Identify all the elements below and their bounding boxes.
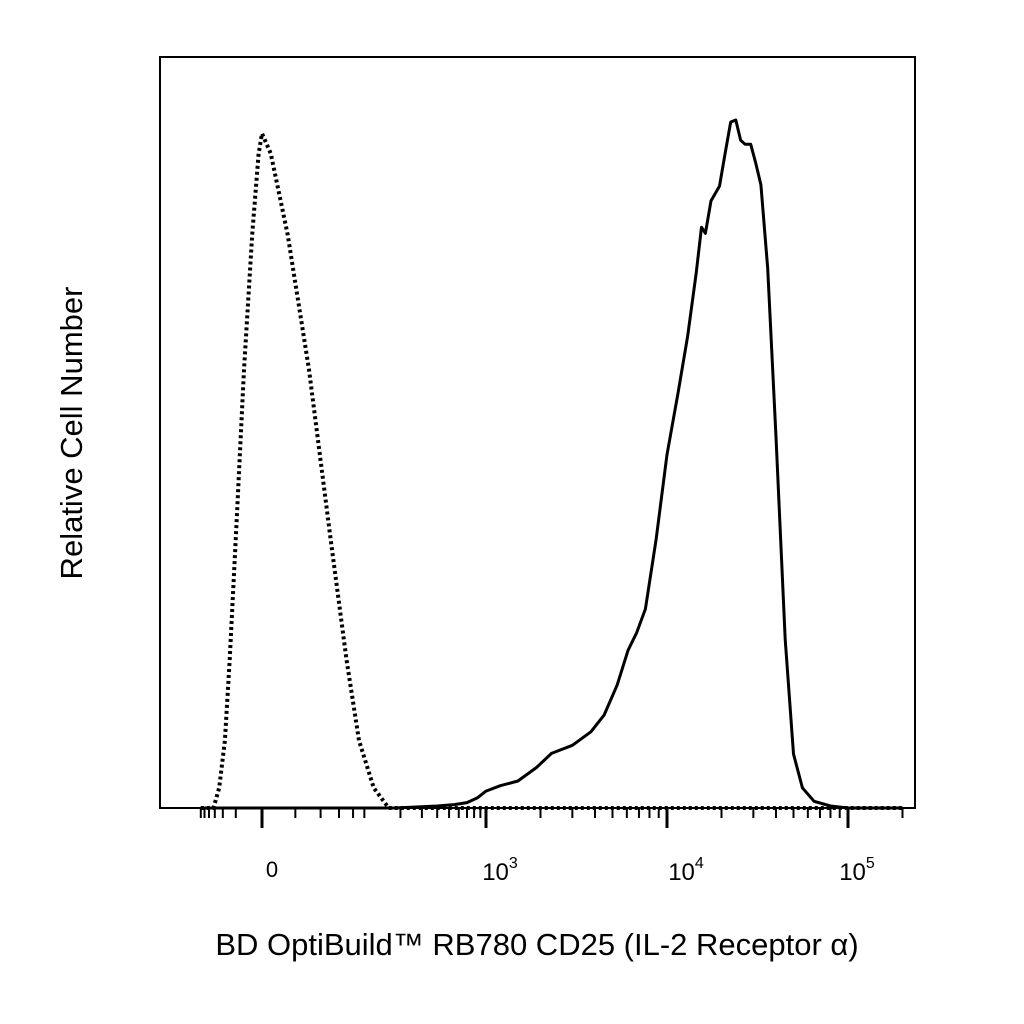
x-axis-label: BD OptiBuild™ RB780 CD25 (IL-2 Receptor … (215, 927, 858, 962)
x-tick-label-zero: 0 (266, 857, 278, 882)
x-tick-label-1e3-base: 10 (482, 859, 509, 886)
x-tick-label-1e5: 105 (839, 855, 875, 886)
series-layer (200, 118, 903, 810)
x-tick-label-1e4-exp: 4 (695, 855, 704, 872)
series-line-stained (200, 118, 903, 810)
x-tick-label-1e4-base: 10 (668, 859, 695, 886)
x-tick-label-1e5-exp: 5 (866, 855, 875, 872)
x-axis-major-ticks (260, 808, 850, 828)
x-tick-label-1e5-base: 10 (839, 859, 866, 886)
x-tick-label-1e3: 103 (482, 855, 518, 886)
x-tick-label-1e4: 104 (668, 855, 704, 886)
series-line-control (200, 131, 903, 810)
y-axis-label: Relative Cell Number (54, 287, 89, 580)
plot-frame (159, 56, 916, 809)
x-tick-label-1e3-exp: 3 (509, 855, 518, 872)
